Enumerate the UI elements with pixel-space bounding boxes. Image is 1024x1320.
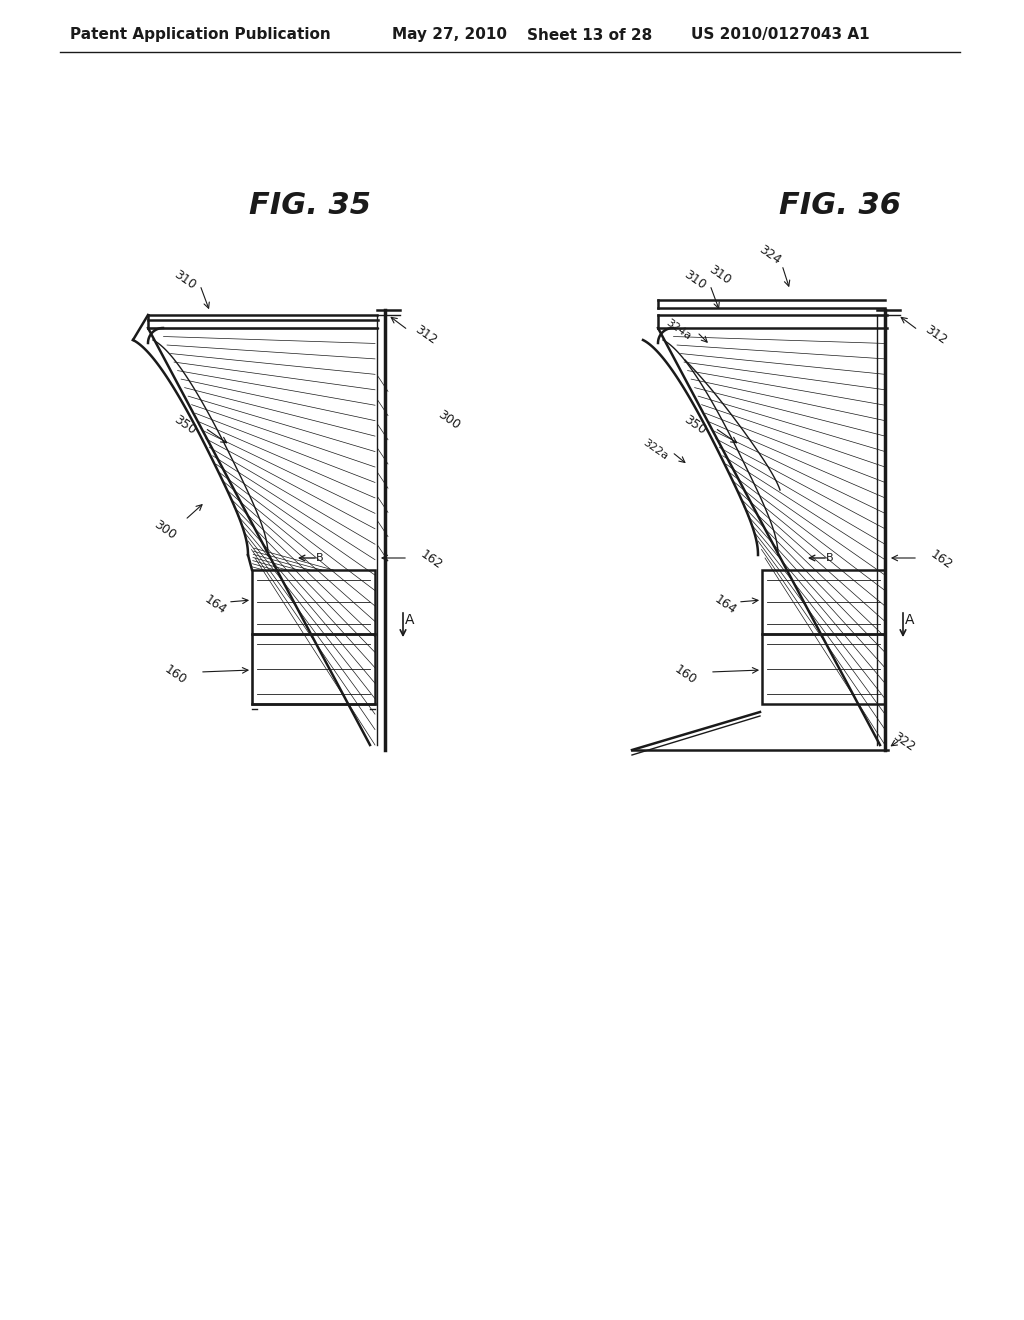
- Text: 162: 162: [928, 548, 954, 572]
- Text: 300: 300: [435, 408, 462, 432]
- Text: B: B: [826, 553, 834, 564]
- Text: Patent Application Publication: Patent Application Publication: [70, 28, 331, 42]
- Text: FIG. 35: FIG. 35: [249, 190, 371, 219]
- Text: A: A: [406, 612, 415, 627]
- Text: B: B: [316, 553, 324, 564]
- Bar: [762, 634, 885, 704]
- Text: 164: 164: [712, 593, 738, 616]
- Text: 160: 160: [162, 663, 188, 688]
- Bar: [252, 634, 375, 704]
- Text: 312: 312: [922, 323, 949, 347]
- Text: 322: 322: [890, 730, 916, 754]
- Text: 300: 300: [152, 517, 178, 543]
- Text: Sheet 13 of 28: Sheet 13 of 28: [527, 28, 652, 42]
- Text: 312: 312: [412, 323, 439, 347]
- Text: A: A: [905, 612, 914, 627]
- Text: 350: 350: [171, 413, 199, 437]
- Text: 324a: 324a: [664, 318, 692, 342]
- Bar: [252, 570, 375, 634]
- Text: FIG. 36: FIG. 36: [779, 190, 901, 219]
- Text: 310: 310: [682, 268, 709, 292]
- Text: May 27, 2010: May 27, 2010: [392, 28, 508, 42]
- Text: 350: 350: [682, 413, 709, 437]
- Bar: [762, 570, 885, 634]
- Text: 164: 164: [202, 593, 228, 616]
- Text: US 2010/0127043 A1: US 2010/0127043 A1: [690, 28, 869, 42]
- Text: 160: 160: [672, 663, 698, 688]
- Text: 310: 310: [707, 263, 733, 288]
- Text: 162: 162: [418, 548, 444, 572]
- Text: 310: 310: [172, 268, 199, 292]
- Text: 324: 324: [757, 243, 783, 267]
- Text: 322a: 322a: [641, 438, 670, 462]
